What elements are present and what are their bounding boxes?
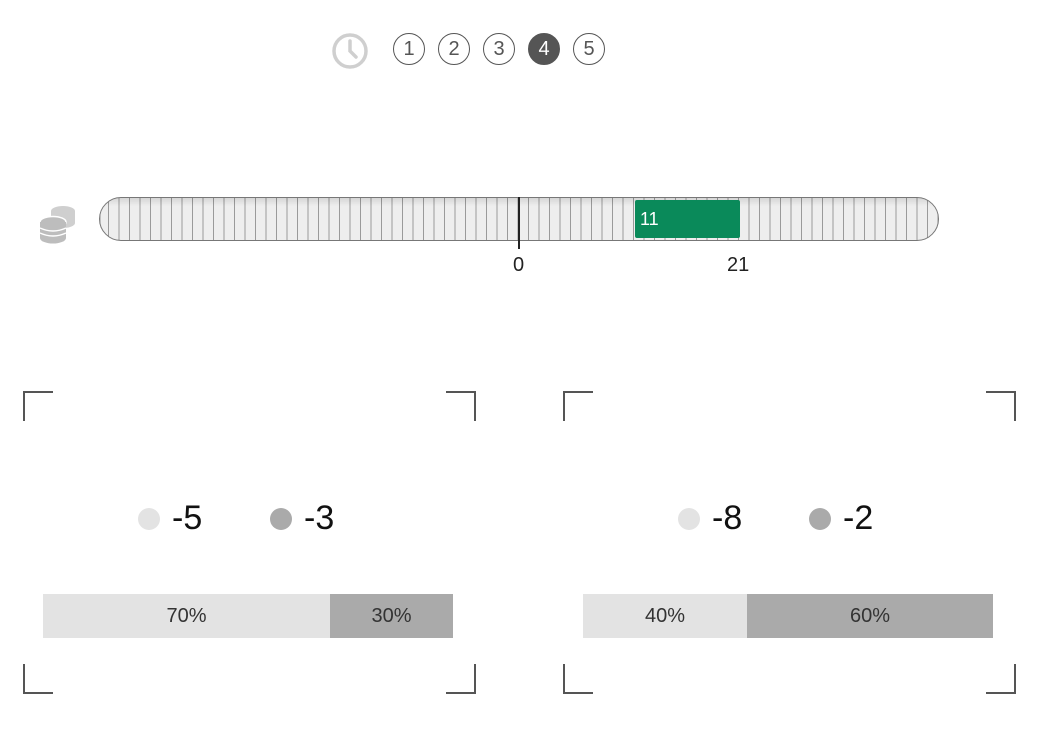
step-2-button[interactable]: 2 xyxy=(438,33,470,65)
probability-segment-light: 40% xyxy=(583,594,747,638)
gain-value: 11 xyxy=(640,209,659,229)
probability-segment-dark: 60% xyxy=(747,594,993,638)
step-1-button[interactable]: 1 xyxy=(393,33,425,65)
outcome-high: -3 xyxy=(270,499,334,538)
step-3-button[interactable]: 3 xyxy=(483,33,515,65)
probability-bar: 40% 60% xyxy=(583,594,993,638)
probability-segment-light: 70% xyxy=(43,594,330,638)
probability-bar: 70% 30% xyxy=(43,594,453,638)
outcome-value: -2 xyxy=(843,499,874,537)
probability-segment-dark: 30% xyxy=(330,594,453,638)
step-4-button[interactable]: 4 xyxy=(528,33,560,65)
frame-corner xyxy=(23,391,53,421)
frame-corner xyxy=(563,664,593,694)
outcome-value: -5 xyxy=(172,499,203,537)
frame-corner xyxy=(986,391,1016,421)
frame-corner xyxy=(446,391,476,421)
frame-corner xyxy=(23,664,53,694)
outcome-dot-light xyxy=(138,507,160,530)
outcome-dot-dark xyxy=(270,507,292,530)
zero-line xyxy=(518,197,520,249)
clock-icon xyxy=(331,32,369,70)
axis-label-max: 21 xyxy=(727,254,750,276)
outcome-value: -8 xyxy=(712,499,743,537)
outcome-dot-dark xyxy=(809,507,831,530)
coins-icon xyxy=(38,202,78,244)
outcome-low: -8 xyxy=(678,499,742,538)
frame-corner xyxy=(446,664,476,694)
outcome-high: -2 xyxy=(809,499,873,538)
option-panel-left[interactable]: -5 -3 70% 30% xyxy=(23,391,476,694)
gain-bar xyxy=(635,200,740,238)
axis-label-zero: 0 xyxy=(513,254,525,276)
outcome-dot-light xyxy=(678,507,700,530)
step-5-button[interactable]: 5 xyxy=(573,33,605,65)
outcome-low: -5 xyxy=(138,499,202,538)
option-panel-right[interactable]: -8 -2 40% 60% xyxy=(563,391,1016,694)
outcome-value: -3 xyxy=(304,499,335,537)
frame-corner xyxy=(563,391,593,421)
frame-corner xyxy=(986,664,1016,694)
